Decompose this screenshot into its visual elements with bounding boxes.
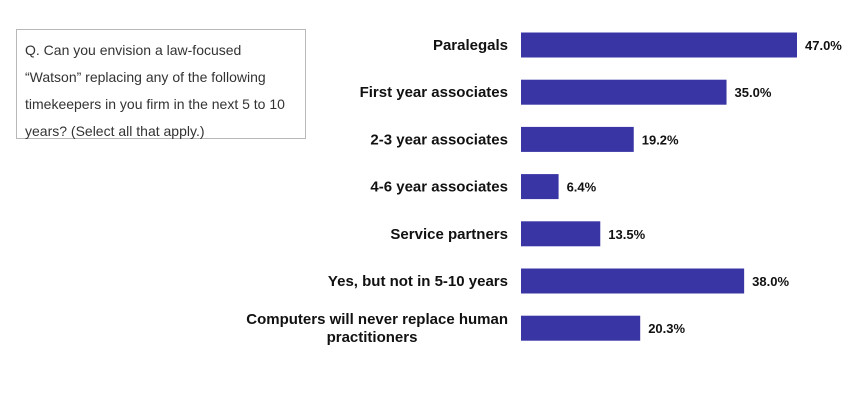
question-line: Q. Can you envision a law-focused — [25, 42, 242, 58]
question-line: timekeepers in you firm in the next 5 to… — [25, 96, 285, 112]
value-label: 6.4% — [567, 180, 597, 195]
question-line: years? (Select all that apply.) — [25, 123, 205, 139]
question-line: “Watson” replacing any of the following — [25, 69, 266, 85]
bar — [521, 174, 559, 200]
category-label: practitioners — [327, 329, 418, 346]
bar — [521, 126, 634, 152]
bar — [521, 79, 727, 105]
value-label: 13.5% — [608, 227, 645, 242]
question-box: Q. Can you envision a law-focused “Watso… — [16, 29, 306, 139]
bar — [521, 315, 641, 341]
category-label: Computers will never replace human — [246, 311, 508, 328]
value-label: 19.2% — [642, 132, 679, 147]
category-label: First year associates — [360, 84, 508, 101]
value-label: 35.0% — [735, 85, 772, 100]
category-label: 2-3 year associates — [370, 131, 508, 148]
category-label: Paralegals — [433, 37, 508, 54]
value-label: 47.0% — [805, 38, 842, 53]
bar — [521, 268, 745, 294]
value-label: 20.3% — [648, 321, 685, 336]
bar — [521, 221, 601, 247]
category-label: Yes, but not in 5-10 years — [328, 273, 508, 290]
category-label: 4-6 year associates — [370, 179, 508, 196]
bar — [521, 32, 797, 58]
category-label: Service partners — [390, 226, 508, 243]
value-label: 38.0% — [752, 274, 789, 289]
